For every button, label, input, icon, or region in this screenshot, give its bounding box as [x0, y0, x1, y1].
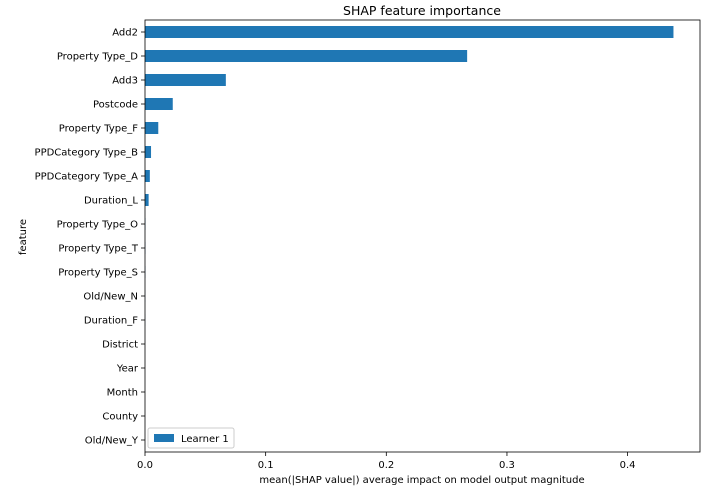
y-tick-label: Old/New_Y	[85, 436, 139, 447]
legend-swatch	[154, 434, 174, 442]
bar	[145, 98, 173, 110]
y-tick-label: Property Type_S	[58, 268, 138, 279]
y-tick-label: Postcode	[93, 100, 138, 111]
x-tick-label: 0.0	[137, 460, 153, 471]
bar	[145, 74, 226, 86]
y-tick-label: Old/New_N	[83, 292, 138, 303]
y-tick-label: Property Type_O	[57, 220, 138, 231]
x-tick-label: 0.3	[499, 460, 515, 471]
bar	[145, 122, 159, 134]
bar	[145, 146, 152, 158]
y-tick-label: Duration_L	[84, 196, 138, 207]
x-tick-label: 0.4	[620, 460, 636, 471]
y-tick-label: Property Type_D	[57, 52, 138, 63]
y-tick-label: County	[102, 412, 138, 423]
bar	[145, 170, 150, 182]
y-axis-label: feature	[18, 219, 29, 255]
x-tick-label: 0.1	[258, 460, 274, 471]
legend-label: Learner 1	[181, 434, 229, 445]
y-tick-label: Month	[107, 388, 138, 399]
bar	[145, 26, 674, 38]
y-tick-label: Duration_F	[84, 316, 138, 327]
y-tick-label: Property Type_F	[59, 124, 138, 135]
chart-title: SHAP feature importance	[343, 3, 501, 18]
plot-frame	[144, 19, 701, 453]
legend-box	[147, 427, 235, 449]
bar	[145, 50, 468, 62]
y-tick-label: Property Type_T	[58, 244, 138, 255]
bar	[145, 194, 149, 206]
legend: Learner 1	[147, 427, 235, 449]
plot-area: Add2 Property Type_D Add3 Postcode Property …	[35, 19, 701, 471]
y-tick-label: Year	[116, 364, 139, 375]
x-tick-label: 0.2	[378, 460, 394, 471]
x-axis-label: mean(|SHAP value|) average impact on mod…	[259, 475, 584, 486]
y-tick-label: Add3	[112, 76, 138, 87]
y-tick-label: District	[102, 340, 138, 351]
y-tick-label: PPDCategory Type_B	[35, 148, 139, 159]
y-tick-label: Add2	[112, 28, 138, 39]
y-tick-label: PPDCategory Type_A	[35, 172, 139, 183]
